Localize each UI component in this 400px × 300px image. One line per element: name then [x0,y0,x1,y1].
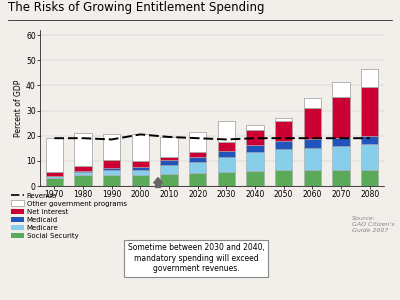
Bar [361,169,378,186]
Bar [132,170,149,176]
Bar [189,157,206,162]
Bar [132,161,149,167]
Bar [218,142,235,151]
Bar [218,151,235,157]
Bar [189,173,206,186]
Bar [160,174,178,186]
Text: The Risks of Growing Entitlement Spending: The Risks of Growing Entitlement Spendin… [8,2,264,14]
Bar [361,145,378,169]
Legend: Revenue, Other government programs, Net interest, Medicaid, Medicare, Social Sec: Revenue, Other government programs, Net … [12,193,127,239]
Bar [46,178,63,186]
Bar [132,176,149,186]
Bar [103,160,120,168]
Bar [103,175,120,186]
Bar [74,175,92,186]
Bar [332,170,350,186]
Bar [103,170,120,175]
Bar [361,136,378,145]
Bar [332,138,350,146]
Bar [103,134,120,160]
Bar [275,142,292,149]
Bar [304,140,321,148]
Bar [304,148,321,170]
Bar [189,132,206,152]
Bar [275,170,292,186]
Bar [218,157,235,172]
Bar [218,121,235,142]
Bar [218,172,235,186]
Bar [361,69,378,87]
Bar [160,165,178,174]
Bar [361,87,378,136]
Bar [74,171,92,172]
Bar [46,176,63,178]
Bar [246,152,264,171]
Bar [275,121,292,142]
Bar [332,146,350,170]
Bar [74,133,92,166]
Bar [275,118,292,121]
Bar [246,125,264,130]
Bar [304,170,321,186]
Bar [46,172,63,176]
Bar [132,167,149,170]
Bar [160,160,178,165]
Text: Sometime between 2030 and 2040,
mandatory spending will exceed
government revenu: Sometime between 2030 and 2040, mandator… [128,243,264,273]
Bar [275,149,292,170]
Bar [132,134,149,161]
Bar [74,172,92,175]
Bar [304,98,321,108]
Bar [332,82,350,98]
Bar [189,162,206,173]
Bar [246,145,264,152]
Bar [160,157,178,160]
Y-axis label: Percent of GDP: Percent of GDP [14,79,23,137]
Bar [332,98,350,138]
Bar [46,138,63,172]
Bar [160,137,178,157]
Text: Source:
GAO Citizen's
Guide 2007: Source: GAO Citizen's Guide 2007 [352,216,394,232]
Bar [246,130,264,145]
Bar [103,168,120,170]
Bar [74,166,92,171]
Bar [246,171,264,186]
Bar [304,108,321,140]
Bar [189,152,206,157]
